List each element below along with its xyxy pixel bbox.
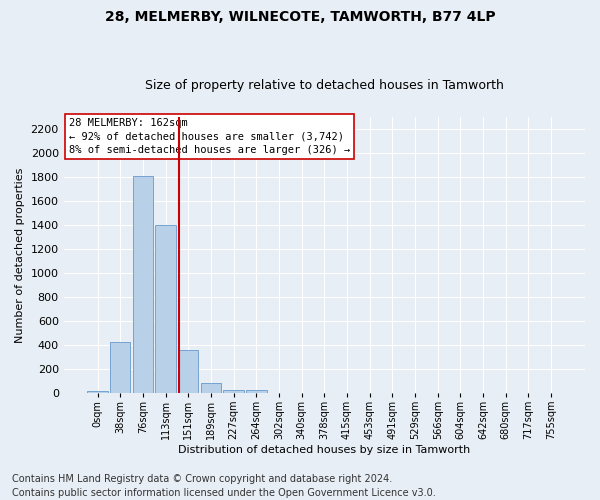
Y-axis label: Number of detached properties: Number of detached properties: [15, 167, 25, 342]
Bar: [223, 390, 244, 393]
X-axis label: Distribution of detached houses by size in Tamworth: Distribution of detached houses by size …: [178, 445, 470, 455]
Title: Size of property relative to detached houses in Tamworth: Size of property relative to detached ho…: [145, 79, 504, 92]
Text: 28, MELMERBY, WILNECOTE, TAMWORTH, B77 4LP: 28, MELMERBY, WILNECOTE, TAMWORTH, B77 4…: [104, 10, 496, 24]
Bar: [110, 342, 130, 393]
Bar: [88, 391, 108, 393]
Bar: [201, 384, 221, 393]
Bar: [246, 390, 266, 393]
Text: 28 MELMERBY: 162sqm
← 92% of detached houses are smaller (3,742)
8% of semi-deta: 28 MELMERBY: 162sqm ← 92% of detached ho…: [69, 118, 350, 154]
Bar: [133, 176, 153, 393]
Bar: [155, 225, 176, 393]
Text: Contains HM Land Registry data © Crown copyright and database right 2024.
Contai: Contains HM Land Registry data © Crown c…: [12, 474, 436, 498]
Bar: [178, 350, 199, 393]
